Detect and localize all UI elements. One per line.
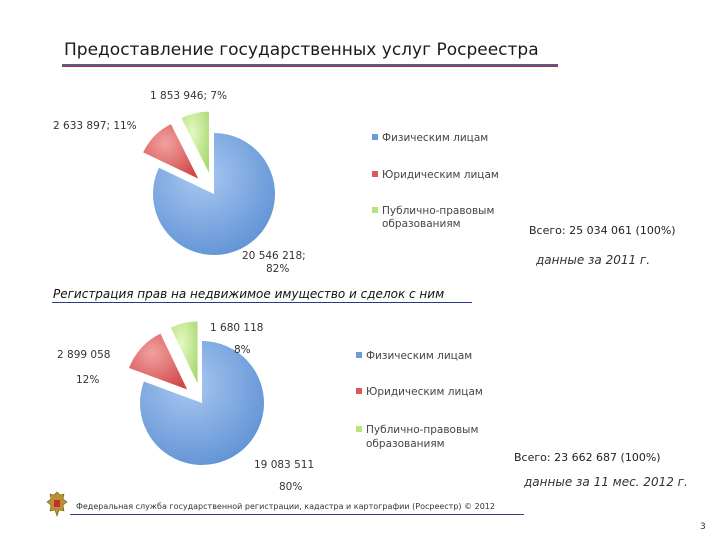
pie-slice-legal <box>143 124 199 179</box>
section2-title: Регистрация прав на недвижимое имущество… <box>53 287 445 301</box>
pie-slice-public <box>181 111 209 173</box>
pie-chart-1: 1 853 946; 7% 2 633 897; 11% 20 546 218;… <box>53 90 499 275</box>
data-label: 19 083 511 <box>254 459 314 471</box>
page-number: 3 <box>700 522 706 532</box>
chart1-total: Всего: 25 034 061 (100%) <box>529 224 676 237</box>
legend-item: Публично-правовым <box>382 205 494 217</box>
legend-item: Публично-правовым <box>366 424 478 436</box>
title-underline <box>62 64 558 66</box>
pie-chart-2: 1 680 118 8% 2 899 058 12% 19 083 511 80… <box>57 321 483 493</box>
legend-item: Юридическим лицам <box>366 386 483 398</box>
section2-underline <box>52 302 472 303</box>
page-title: Предоставление государственных услуг Рос… <box>64 40 539 60</box>
footer-rule <box>70 514 524 515</box>
legend-item: Юридическим лицам <box>382 169 499 181</box>
legend-swatch <box>372 207 378 213</box>
legend-item: Физическим лицам <box>382 132 488 144</box>
chart2-note: данные за 11 мес. 2012 г. <box>524 475 688 489</box>
chart1-note: данные за 2011 г. <box>536 253 651 267</box>
data-label: 8% <box>234 344 251 356</box>
title-underline-accent <box>62 66 558 67</box>
pie-slice-physical <box>139 341 264 465</box>
data-label: 2 633 897; 11% <box>53 120 137 132</box>
legend-item: образованиям <box>366 438 445 450</box>
legend-item: Физическим лицам <box>366 350 472 362</box>
pie-slice-physical <box>153 133 275 255</box>
legend-item: образованиям <box>382 218 461 230</box>
pie-slice-legal <box>129 333 188 390</box>
data-label: 80% <box>279 481 302 493</box>
data-label: 1 680 118 <box>210 322 263 334</box>
legend-swatch <box>356 352 362 358</box>
legend-swatch <box>356 388 362 394</box>
data-label: 2 899 058 <box>57 349 110 361</box>
data-label: 20 546 218; <box>242 250 306 262</box>
footer-text: Федеральная служба государственной регис… <box>76 502 495 511</box>
legend-swatch <box>372 171 378 177</box>
data-label: 12% <box>76 374 99 386</box>
chart2-total: Всего: 23 662 687 (100%) <box>514 451 661 464</box>
pie-slice-public <box>170 321 198 384</box>
emblem-icon <box>46 491 68 517</box>
data-label: 82% <box>266 263 289 275</box>
data-label: 1 853 946; 7% <box>150 90 227 102</box>
legend-swatch <box>372 134 378 140</box>
legend-swatch <box>356 426 362 432</box>
